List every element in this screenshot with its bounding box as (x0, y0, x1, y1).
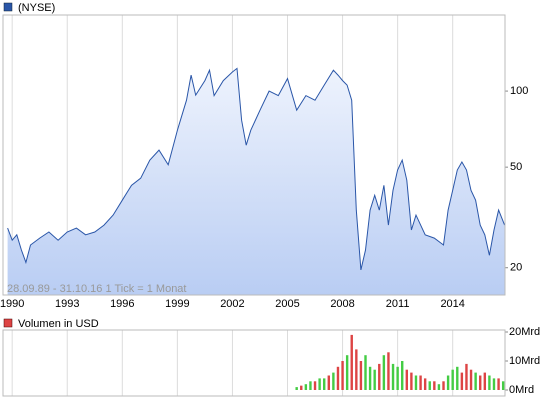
volume-bar (442, 381, 445, 390)
volume-bar (497, 378, 500, 390)
volume-bar (332, 372, 335, 390)
y-tick-label: 0Mrd (509, 384, 534, 396)
volume-bar (437, 384, 441, 390)
y-tick-label: 50 (510, 161, 522, 173)
legend-label: (NYSE) (18, 2, 55, 14)
volume-bar (479, 375, 482, 390)
volume-bar (469, 369, 473, 390)
volume-bar (460, 372, 464, 390)
volume-bar (451, 369, 454, 390)
volume-bar (446, 375, 450, 390)
volume-bar (483, 372, 487, 390)
volume-bar (488, 375, 491, 390)
volume-bar (465, 363, 468, 390)
x-tick-label: 1993 (55, 298, 79, 310)
volume-bar (355, 349, 358, 390)
volume-bar (309, 381, 312, 390)
volume-bar (336, 366, 340, 390)
price-area (7, 68, 505, 296)
volume-bar (341, 361, 344, 390)
volume-bar (474, 372, 477, 390)
volume-bar (410, 372, 413, 390)
volume-bar (423, 378, 427, 390)
legend-label: Volumen in USD (18, 318, 99, 330)
volume-bar (304, 384, 308, 390)
volume-bar (368, 366, 372, 390)
volume-bar (295, 387, 298, 390)
volume-bar (401, 361, 404, 390)
volume-bar (359, 361, 363, 390)
y-tick-label: 20Mrd (509, 326, 540, 338)
x-tick-label: 2008 (330, 298, 354, 310)
y-tick-label: 100 (510, 85, 528, 97)
x-tick-label: 1996 (110, 298, 134, 310)
volume-bar (323, 378, 326, 390)
x-tick-label: 1990 (0, 298, 24, 310)
legend-swatch (3, 2, 13, 12)
volume-bar (433, 381, 436, 390)
volume-bar (396, 366, 399, 390)
x-tick-label: 1999 (165, 298, 189, 310)
plot-frame (2, 14, 506, 296)
volume-bar (405, 369, 409, 390)
volume-bar (300, 385, 303, 390)
price-line (7, 67, 506, 271)
volume-bar (391, 363, 395, 390)
volume-bar (501, 381, 505, 390)
volume-bar (378, 363, 381, 390)
volume-bar (350, 334, 353, 390)
plot-frame (2, 329, 506, 397)
volume-bar (327, 375, 330, 390)
volume-bar (456, 366, 459, 390)
y-tick-label: 20 (510, 262, 522, 274)
volume-bar (313, 381, 317, 390)
volume-bar (419, 375, 422, 390)
volume-bar (382, 355, 386, 390)
volume-bar (364, 355, 367, 390)
volume-bar (373, 369, 376, 390)
x-tick-label: 2005 (275, 298, 299, 310)
y-tick-label: 10Mrd (509, 355, 540, 367)
volume-bar (387, 352, 390, 390)
x-tick-label: 2014 (440, 298, 464, 310)
legend-swatch (3, 318, 13, 328)
volume-bar (428, 381, 431, 390)
x-tick-label: 2002 (220, 298, 244, 310)
volume-bar (414, 375, 418, 390)
volume-bar (345, 355, 349, 390)
volume-bar (492, 378, 496, 390)
range-note: 28.09.89 - 31.10.16 1 Tick = 1 Monat (7, 283, 186, 295)
volume-bar (318, 378, 321, 390)
x-tick-label: 2011 (386, 298, 410, 310)
